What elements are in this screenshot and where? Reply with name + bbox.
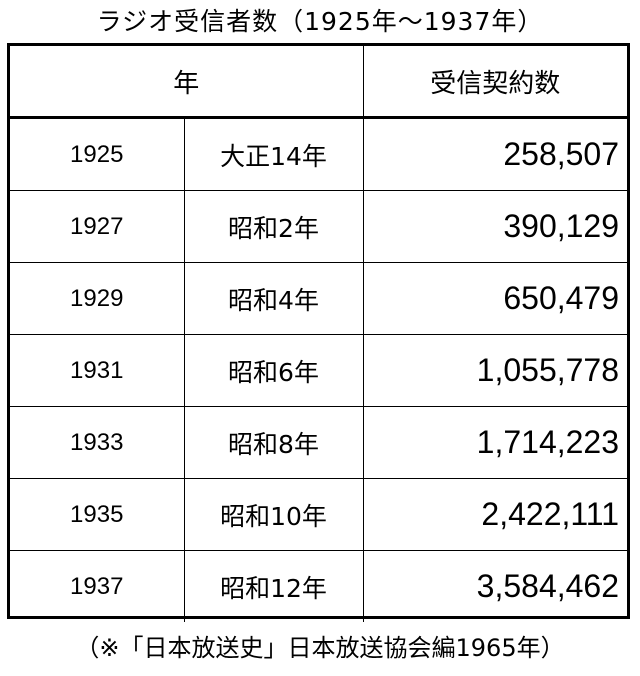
table-row: 1927 昭和2年 390,129 <box>10 190 628 263</box>
count-cell: 2,422,111 <box>363 478 628 551</box>
count-cell: 258,507 <box>363 117 628 191</box>
table-row: 1931 昭和6年 1,055,778 <box>10 334 628 407</box>
count-cell: 390,129 <box>363 190 628 263</box>
era-cell: 昭和4年 <box>184 262 364 335</box>
table-row: 1937 昭和12年 3,584,462 <box>10 550 627 622</box>
table-row: 1933 昭和8年 1,714,223 <box>10 406 628 479</box>
year-header: 年 <box>10 46 364 119</box>
table-header-row: 年 受信契約数 <box>10 46 628 119</box>
era-cell: 昭和10年 <box>184 478 364 551</box>
year-cell: 1933 <box>10 406 185 479</box>
count-header: 受信契約数 <box>363 46 628 119</box>
data-table: 年 受信契約数 1925 大正14年 258,507 1927 昭和2年 390… <box>10 46 628 622</box>
era-cell: 大正14年 <box>184 117 364 191</box>
year-cell: 1931 <box>10 334 185 407</box>
count-cell: 650,479 <box>363 262 628 335</box>
radio-subscribers-table: 年 受信契約数 1925 大正14年 258,507 1927 昭和2年 390… <box>7 43 630 622</box>
year-cell: 1929 <box>10 262 185 335</box>
count-cell: 3,584,462 <box>476 568 620 604</box>
table-row: 1925 大正14年 258,507 <box>10 117 628 191</box>
year-cell: 1935 <box>10 478 185 551</box>
era-cell: 昭和8年 <box>184 406 364 479</box>
source-note: （※「日本放送史」日本放送協会編1965年） <box>75 634 565 662</box>
count-cell: 1,714,223 <box>363 406 628 479</box>
table-row: 1929 昭和4年 650,479 <box>10 262 628 335</box>
year-cell: 1927 <box>10 190 185 263</box>
era-cell: 昭和6年 <box>184 334 364 407</box>
table-row: 1935 昭和10年 2,422,111 <box>10 478 628 551</box>
year-cell: 1937 <box>10 550 185 622</box>
year-cell: 1925 <box>10 117 185 191</box>
era-cell: 昭和12年 <box>184 550 364 622</box>
era-cell: 昭和2年 <box>184 190 364 263</box>
count-cell: 1,055,778 <box>363 334 628 407</box>
table-title: ラジオ受信者数（1925年～1937年） <box>96 7 544 36</box>
